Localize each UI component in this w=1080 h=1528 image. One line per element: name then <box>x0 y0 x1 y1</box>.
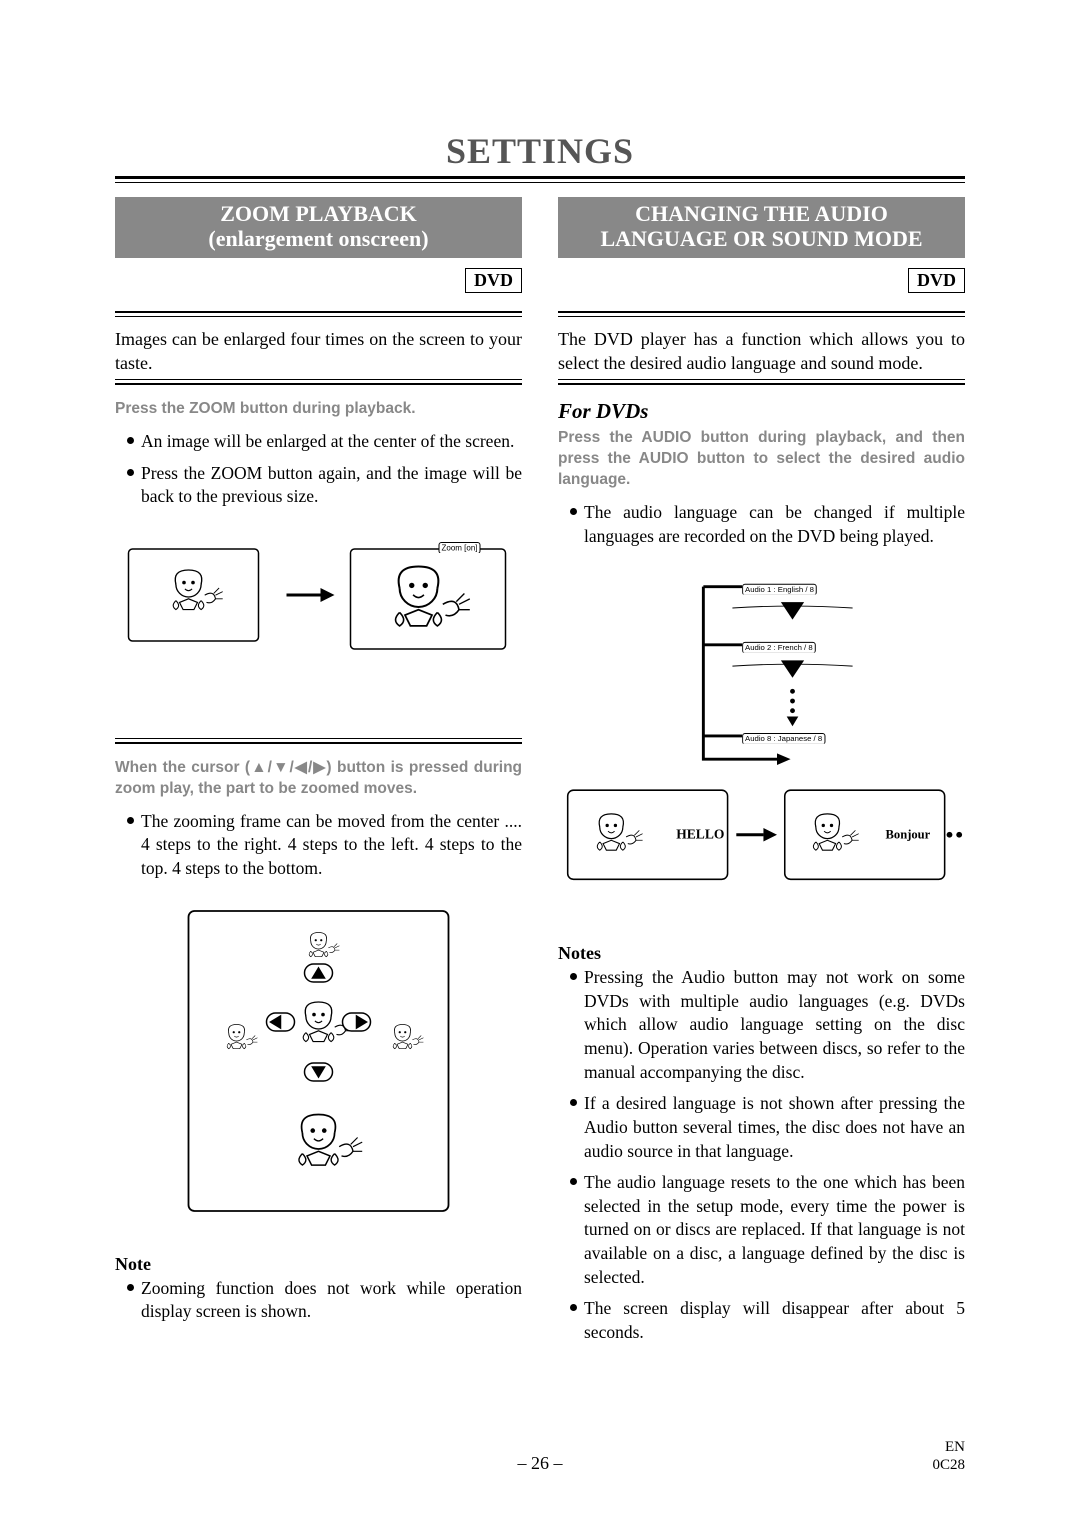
cursor-move-figure <box>115 901 522 1221</box>
list-item: The zooming frame can be moved from the … <box>129 810 522 881</box>
list-item: If a desired language is not shown after… <box>572 1092 965 1163</box>
right-notes-list: Pressing the Audio button may not work o… <box>558 966 965 1344</box>
left-intro: Images can be enlarged four times on the… <box>115 327 522 376</box>
instr2-pre: When the cursor ( <box>115 759 250 776</box>
left-header-line1: ZOOM PLAYBACK <box>220 201 417 226</box>
left-note-list: Zooming function does not work while ope… <box>115 1277 522 1324</box>
bonjour-text: Bonjour <box>886 828 931 842</box>
footer-lang: EN <box>945 1439 965 1455</box>
right-header-line1: CHANGING THE AUDIO <box>635 201 888 226</box>
zoom-on-label: Zoom [on] <box>439 541 481 553</box>
dvd-tag: DVD <box>908 268 965 293</box>
left-section-header: ZOOM PLAYBACK (enlargement onscreen) <box>115 197 522 258</box>
list-item: The audio language can be changed if mul… <box>572 501 965 548</box>
right-instruction-1: Press the AUDIO button during playback, … <box>558 428 965 491</box>
list-item: An image will be enlarged at the center … <box>129 430 522 454</box>
list-item: Zooming function does not work while ope… <box>129 1277 522 1324</box>
rule <box>115 738 522 744</box>
left-bullets-1: An image will be enlarged at the center … <box>115 430 522 509</box>
list-item: Press the ZOOM button again, and the ima… <box>129 462 522 509</box>
page-number: – 26 – <box>518 1453 563 1474</box>
title-rule <box>115 176 965 183</box>
right-column: CHANGING THE AUDIO LANGUAGE OR SOUND MOD… <box>558 197 965 1359</box>
zoom-figure: Zoom [on] <box>115 529 522 659</box>
page-footer: – 26 – EN 0C28 <box>115 1453 965 1474</box>
rule <box>558 311 965 317</box>
left-tag-row: DVD <box>115 268 522 293</box>
rule <box>115 379 522 385</box>
right-notes-head: Notes <box>558 943 965 964</box>
audio-figure: Audio 1 : English / 8 Audio 2 : French /… <box>558 568 965 898</box>
left-note-head: Note <box>115 1254 522 1275</box>
right-section-header: CHANGING THE AUDIO LANGUAGE OR SOUND MOD… <box>558 197 965 258</box>
left-instruction-1: Press the ZOOM button during playback. <box>115 399 522 420</box>
footer-code: 0C28 <box>932 1457 965 1473</box>
right-bullets-1: The audio language can be changed if mul… <box>558 501 965 548</box>
rule <box>558 379 965 385</box>
osd-audio-8: Audio 8 : Japanese / 8 <box>742 733 825 744</box>
list-item: Pressing the Audio button may not work o… <box>572 966 965 1084</box>
left-instruction-2: When the cursor (▲/▼/◀/▶) button is pres… <box>115 758 522 800</box>
osd-audio-1: Audio 1 : English / 8 <box>742 583 817 594</box>
list-item: The screen display will disappear after … <box>572 1297 965 1344</box>
rule <box>115 311 522 317</box>
dvd-tag: DVD <box>465 268 522 293</box>
footer-right: EN 0C28 <box>932 1438 965 1474</box>
right-tag-row: DVD <box>558 268 965 293</box>
for-dvds-heading: For DVDs <box>558 399 965 424</box>
page-title: SETTINGS <box>115 130 965 172</box>
right-header-line2: LANGUAGE OR SOUND MODE <box>600 226 922 251</box>
osd-audio-2: Audio 2 : French / 8 <box>742 642 815 653</box>
right-intro: The DVD player has a function which allo… <box>558 327 965 376</box>
left-bullets-2: The zooming frame can be moved from the … <box>115 810 522 881</box>
content-columns: ZOOM PLAYBACK (enlargement onscreen) DVD… <box>115 197 965 1359</box>
hello-text: HELLO <box>676 827 724 842</box>
left-column: ZOOM PLAYBACK (enlargement onscreen) DVD… <box>115 197 522 1359</box>
list-item: The audio language resets to the one whi… <box>572 1171 965 1289</box>
left-header-line2: (enlargement onscreen) <box>208 226 428 251</box>
